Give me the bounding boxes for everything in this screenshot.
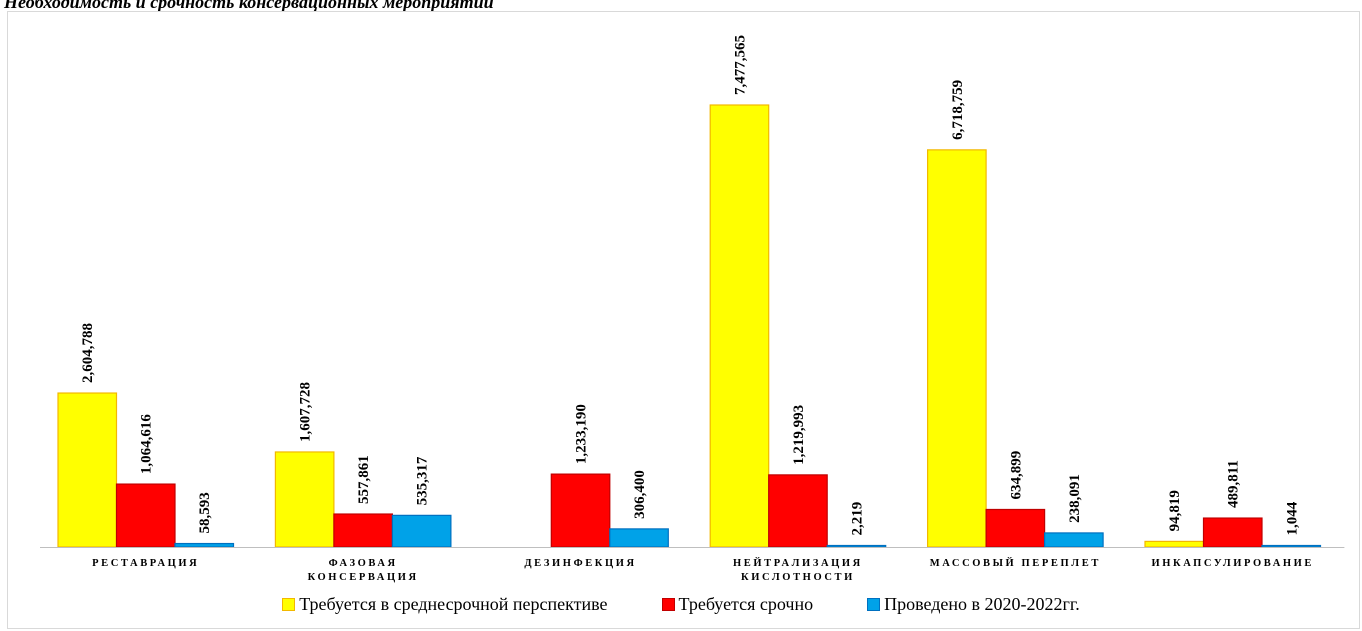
bar-s3-c3 (609, 528, 669, 548)
value-label-s1-c5: 6,718,759 (950, 80, 966, 140)
bar-s3-c1 (174, 542, 235, 548)
value-label-s2-c6: 489,811 (1226, 460, 1242, 508)
value-label-s2-c1: 1,064,616 (139, 414, 155, 475)
legend-item-urgent: Требуется срочно (661, 594, 814, 615)
legend-label-medium-term: Требуется в среднесрочной перспективе (299, 594, 608, 614)
bar-s3-c6 (1261, 544, 1322, 548)
bar-s1-c5 (926, 149, 987, 548)
bar-s2-c2 (333, 513, 393, 548)
legend-label-urgent: Требуется срочно (678, 594, 814, 614)
bar-s3-c2 (391, 514, 452, 548)
value-label-s2-c2: 557,861 (356, 455, 372, 504)
category-label-2-line2: КОНСЕРВАЦИЯ (308, 572, 419, 583)
bar-s3-c4 (826, 544, 887, 548)
category-label-1: РЕСТАВРАЦИЯ (92, 558, 199, 569)
category-label-4-line2: КИСЛОТНОСТИ (741, 572, 855, 583)
bar-s1-c1 (57, 392, 118, 548)
value-label-s3-c5: 238,091 (1067, 474, 1083, 523)
category-label-4-line1: НЕЙТРАЛИЗАЦИЯ (733, 557, 863, 569)
legend-item-medium-term: Требуется в среднесрочной перспективе (282, 594, 608, 615)
value-label-s2-c5: 634,899 (1008, 451, 1024, 500)
value-label-s3-c2: 535,317 (415, 456, 431, 505)
bar-s1-c4 (709, 104, 770, 548)
category-label-2-line1: ФАЗОВАЯ (329, 558, 398, 569)
chart-title: Необходимость и срочность консервационны… (4, 0, 494, 12)
bar-s3-c5 (1043, 532, 1104, 548)
legend-swatch-red (661, 598, 675, 611)
bar-s2-c1 (115, 483, 176, 548)
value-label-s3-c6: 1,044 (1284, 501, 1300, 535)
bar-s2-c3 (550, 473, 611, 548)
bar-s2-c5 (985, 508, 1046, 548)
legend: Требуется в среднесрочной перспективе Тр… (0, 594, 1362, 615)
value-label-s3-c3: 306,400 (632, 470, 648, 519)
bar-s1-c6 (1144, 540, 1205, 548)
category-label-5: МАССОВЫЙ ПЕРЕПЛЕТ (930, 557, 1101, 569)
value-label-s2-c4: 1,219,993 (791, 405, 807, 465)
value-label-s1-c1: 2,604,788 (80, 323, 96, 383)
legend-item-done: Проведено в 2020-2022гг. (867, 594, 1080, 615)
category-label-3: ДЕЗИНФЕКЦИЯ (524, 558, 636, 569)
value-label-s2-c3: 1,233,190 (574, 404, 590, 464)
value-label-s1-c4: 7,477,565 (732, 35, 748, 95)
legend-swatch-yellow (282, 598, 296, 611)
category-label-6: ИНКАПСУЛИРОВАНИЕ (1151, 558, 1314, 569)
legend-label-done: Проведено в 2020-2022гг. (884, 594, 1080, 614)
bar-s2-c4 (768, 474, 828, 548)
value-label-s3-c1: 58,593 (197, 492, 213, 533)
bar-s2-c6 (1202, 517, 1263, 548)
bar-s1-c2 (274, 451, 335, 548)
chart-frame (7, 11, 1360, 629)
value-label-s3-c4: 2,219 (849, 502, 865, 536)
value-label-s1-c2: 1,607,728 (298, 382, 314, 442)
legend-swatch-blue (867, 598, 881, 611)
value-label-s1-c6: 94,819 (1167, 490, 1183, 531)
